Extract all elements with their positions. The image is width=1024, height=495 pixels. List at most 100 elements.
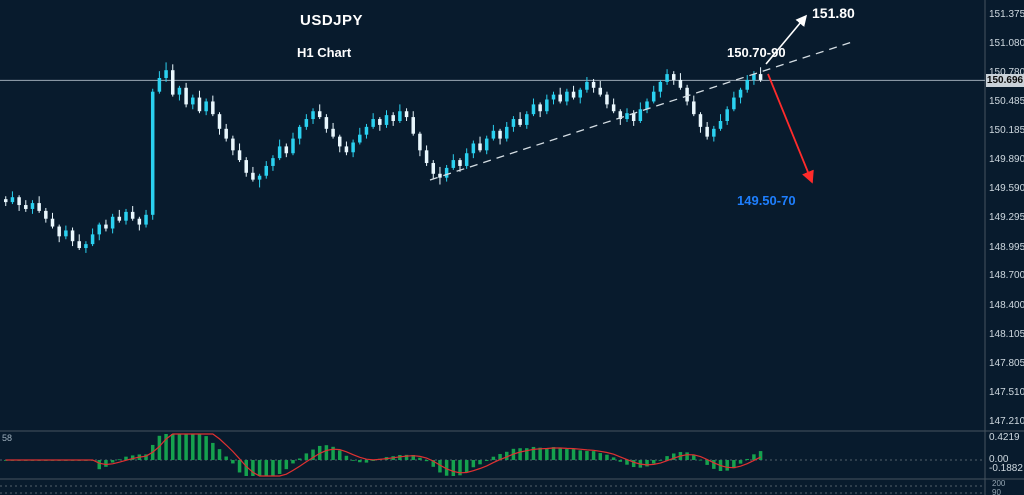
candle [211, 101, 215, 115]
candle [237, 150, 242, 161]
oscillator-bar [364, 460, 369, 463]
oscillator-bar [458, 460, 462, 476]
candle [685, 87, 689, 102]
oscillator-bar [304, 453, 309, 460]
up-arrow [765, 14, 808, 65]
price-axis-label: 148.400 [989, 299, 1024, 311]
oscillator-bar [611, 457, 616, 460]
oscillator-bar [191, 434, 195, 460]
oscillator-bar [291, 460, 295, 464]
oscillator-bar [531, 446, 536, 460]
candle [525, 114, 529, 125]
oscillator-bar [231, 460, 235, 464]
candle [351, 142, 355, 153]
candle [565, 91, 569, 102]
candle [117, 216, 122, 221]
oscillator-bar [558, 448, 562, 460]
oscillator-bar [237, 460, 242, 473]
oscillator-bar [284, 460, 289, 470]
oscillator-bar [591, 451, 596, 460]
oscillator-bar [545, 448, 549, 460]
oscillator-bar [752, 454, 756, 460]
oscillator-bar [698, 459, 703, 461]
price-axis-label: 149.590 [989, 183, 1024, 195]
candle [431, 163, 436, 174]
oscillator-bar [518, 448, 522, 460]
candle [191, 97, 195, 105]
candle [264, 165, 269, 176]
candle [17, 197, 21, 206]
oscillator-bar [171, 434, 175, 460]
resistance-zone-annotation: 150.70-90 [727, 45, 786, 60]
indicator-axis-max: 0.4219 [989, 432, 1020, 443]
candle [438, 173, 442, 178]
oscillator-bar [217, 449, 222, 460]
candle [698, 114, 703, 127]
candle [404, 111, 409, 118]
candle [84, 244, 88, 249]
candle [625, 113, 629, 120]
candle [171, 70, 175, 95]
candle [585, 81, 589, 90]
oscillator-bar [404, 454, 409, 460]
candle [144, 214, 148, 225]
candle [712, 128, 716, 137]
oscillator-bar [451, 460, 456, 476]
symbol-title: USDJPY [300, 12, 364, 29]
oscillator-bar [338, 450, 342, 460]
candle [578, 89, 582, 98]
down-arrow [767, 73, 814, 184]
candle [271, 158, 275, 166]
candle [184, 87, 188, 105]
candle [338, 136, 342, 147]
candle [725, 109, 729, 122]
candle [44, 210, 48, 219]
candle [324, 117, 329, 129]
candle [505, 126, 509, 139]
candle [391, 115, 395, 122]
candle [317, 111, 322, 118]
candle [411, 117, 415, 134]
oscillator-bar [725, 460, 729, 471]
oscillator-bar [484, 460, 489, 462]
drawings-layer [429, 14, 853, 184]
oscillator-bar [605, 454, 609, 460]
candle [364, 126, 369, 135]
oscillator-bar [144, 454, 148, 460]
price-axis-label: 150.485 [989, 95, 1024, 107]
oscillator-bar [525, 448, 529, 460]
candle [284, 146, 289, 154]
candle [471, 143, 476, 154]
oscillator-bar [618, 460, 623, 462]
trendline [429, 41, 853, 181]
support-zone-annotation: 149.50-70 [737, 193, 796, 208]
oscillator-bar [177, 434, 182, 460]
candles-layer [4, 62, 763, 253]
oscillator-bar [491, 456, 496, 460]
oscillator-bar [672, 453, 676, 460]
oscillator-bar [277, 460, 282, 474]
candle [217, 114, 222, 129]
oscillator-bar [645, 460, 649, 467]
candle [558, 94, 562, 102]
timeframe-title: H1 Chart [297, 45, 352, 60]
candle [605, 94, 609, 105]
candle [24, 205, 28, 209]
indicator-axis-min: -0.1882 [989, 463, 1023, 474]
candle [257, 175, 262, 180]
oscillator-bar [257, 460, 262, 476]
candle [591, 81, 596, 88]
oscillator-bar [344, 455, 349, 460]
candle [658, 81, 663, 92]
candle [451, 160, 456, 168]
oscillator-bar [224, 456, 228, 460]
oscillator-bar [110, 460, 115, 463]
candle [311, 111, 315, 120]
candle [384, 115, 389, 125]
candle [277, 146, 282, 159]
oscillator-bar [665, 456, 669, 460]
candle [444, 167, 449, 178]
price-axis-label: 148.105 [989, 328, 1024, 340]
